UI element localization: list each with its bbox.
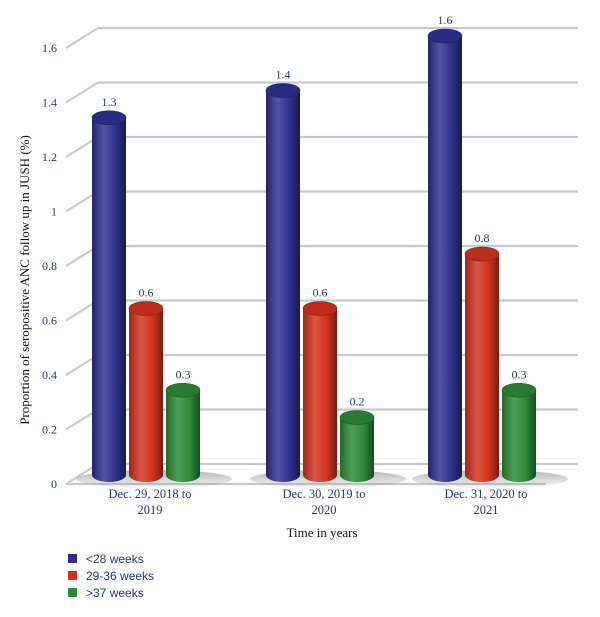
legend-label: >37 weeks: [86, 585, 144, 600]
x-axis-categories: Dec. 29, 2018 to 2019 Dec. 30, 2019 to 2020…: [109, 487, 528, 517]
gridline: [65, 27, 99, 49]
bar-body: [166, 390, 200, 482]
bars: [91, 28, 537, 482]
x-category-label: 2019: [138, 503, 163, 517]
legend-swatch: [68, 571, 77, 580]
bar-top: [265, 83, 301, 98]
bar-37-weeks-3: [501, 382, 537, 482]
bar-top: [427, 28, 463, 44]
data-label: 0.8: [475, 231, 490, 245]
x-category-label: 2021: [474, 503, 499, 517]
bar-body: [465, 254, 499, 482]
legend-label: 29-36 weeks: [86, 568, 155, 583]
legend-item: 29-36 weeks: [68, 567, 154, 584]
x-category-label: Dec. 30, 2019 to: [283, 487, 366, 501]
y-tick-label: 1: [51, 205, 57, 219]
data-label: 1.3: [102, 95, 117, 109]
data-label: 0.6: [139, 286, 154, 300]
bar-29-36-weeks-3: [464, 246, 500, 482]
data-label: 0.3: [512, 367, 527, 381]
x-category-label: Dec. 31, 2020 to: [445, 487, 528, 501]
bar-top: [302, 301, 338, 316]
legend-label: <28 weeks: [86, 551, 144, 566]
legend-swatch: [68, 588, 77, 597]
bar-top: [464, 246, 500, 262]
bar-chart: 1.3 0.6 0.3 1.4 0.6 0.2 1.6 0.8 0.3 0 0.2 0.4 0.6 0.…: [17, 13, 578, 540]
data-label: 0.6: [313, 286, 328, 300]
bar-top: [501, 382, 537, 398]
data-label: 0.3: [176, 367, 191, 381]
bar-body: [303, 308, 337, 482]
y-axis-title: Proportion of seropositive ANC follow up…: [17, 135, 32, 425]
x-category-label: 2020: [312, 503, 337, 517]
bar-body: [428, 36, 462, 482]
bar-body: [502, 390, 536, 482]
legend-item: >37 weeks: [68, 584, 154, 601]
y-axis-ticks: 0 0.2 0.4 0.6 0.8 1 1.2 1.4 1.6: [42, 41, 57, 491]
y-tick-label: 0.4: [42, 368, 57, 382]
bar-37-weeks-2: [339, 410, 375, 482]
bar-body: [92, 117, 126, 482]
bar-28-weeks-2: [265, 83, 301, 482]
y-tick-label: 1.2: [42, 150, 57, 164]
x-axis-title: Time in years: [286, 525, 357, 540]
x-category-label: Dec. 29, 2018 to: [109, 487, 192, 501]
y-tick-label: 1.4: [42, 96, 57, 110]
bar-top: [128, 301, 164, 316]
bar-top: [339, 410, 375, 425]
data-labels: 1.3 0.6 0.3 1.4 0.6 0.2 1.6 0.8 0.3: [102, 13, 527, 409]
bar-body: [266, 90, 300, 482]
data-label: 1.4: [276, 68, 291, 82]
legend: <28 weeks 29-36 weeks >37 weeks: [68, 550, 154, 601]
legend-swatch: [68, 554, 77, 563]
y-tick-label: 1.6: [42, 41, 57, 55]
bar-37-weeks-1: [165, 382, 201, 482]
y-tick-label: 0.8: [42, 259, 57, 273]
bar-29-36-weeks-2: [302, 301, 338, 482]
y-tick-label: 0: [51, 477, 57, 491]
legend-item: <28 weeks: [68, 550, 154, 567]
gridline: [65, 81, 99, 104]
bar-28-weeks-3: [427, 28, 463, 482]
bar-top: [91, 110, 127, 126]
bar-top: [165, 382, 201, 398]
y-tick-label: 0.2: [42, 423, 57, 437]
bar-body: [340, 417, 374, 482]
bar-28-weeks-1: [91, 110, 127, 482]
y-tick-label: 0.6: [42, 314, 57, 328]
bar-29-36-weeks-1: [128, 301, 164, 482]
bar-body: [129, 308, 163, 482]
data-label: 1.6: [438, 13, 453, 27]
data-label: 0.2: [350, 395, 365, 409]
